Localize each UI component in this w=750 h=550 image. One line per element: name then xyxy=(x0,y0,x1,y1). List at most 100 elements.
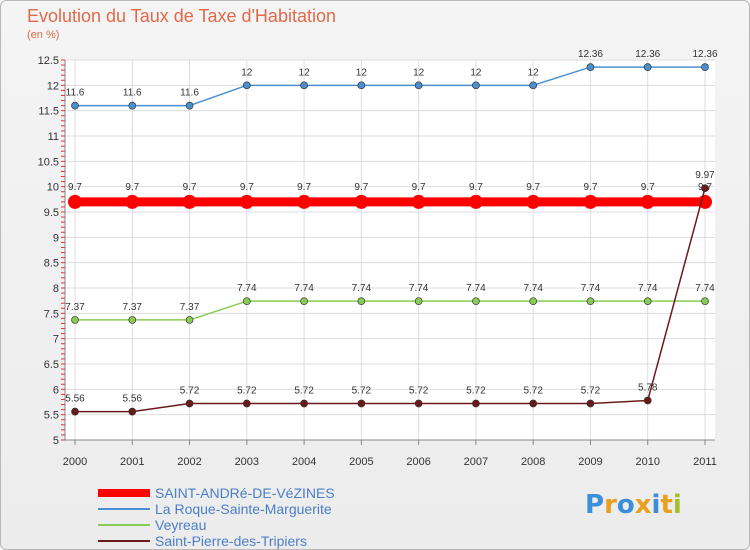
data-point xyxy=(182,194,197,209)
logo-letter: o xyxy=(616,490,635,520)
y-tick-label: 7 xyxy=(53,334,59,346)
data-label: 7.74 xyxy=(523,283,543,294)
data-point xyxy=(128,101,137,110)
data-label: 9.7 xyxy=(183,182,197,193)
data-point xyxy=(128,316,137,324)
y-tick-label: 10.5 xyxy=(38,156,59,168)
data-label: 7.37 xyxy=(180,302,200,313)
y-tick-label: 6 xyxy=(53,384,59,396)
data-point xyxy=(128,407,137,416)
data-point xyxy=(185,316,194,324)
data-label: 12 xyxy=(241,67,253,78)
data-point xyxy=(68,194,82,209)
data-label: 7.37 xyxy=(123,302,143,313)
data-label: 12 xyxy=(299,67,311,78)
y-tick-label: 8.5 xyxy=(44,258,59,270)
data-label: 7.74 xyxy=(294,283,314,294)
data-label: 9.7 xyxy=(469,182,483,193)
data-point xyxy=(529,399,538,408)
data-point xyxy=(529,297,538,306)
data-point xyxy=(472,399,480,408)
y-tick-label: 11 xyxy=(48,131,59,143)
y-axis-unit: (en %) xyxy=(27,29,60,41)
data-label: 12 xyxy=(470,67,482,78)
x-tick-label: 2010 xyxy=(635,456,659,468)
data-point xyxy=(643,63,652,71)
logo-letter: P xyxy=(585,490,605,520)
y-tick-label: 6.5 xyxy=(44,359,59,371)
data-label: 7.74 xyxy=(638,283,658,294)
x-tick-label: 2006 xyxy=(406,456,430,468)
data-point xyxy=(414,399,423,408)
data-label: 5.72 xyxy=(466,386,486,397)
data-label: 5.72 xyxy=(352,386,372,397)
data-label: 11.6 xyxy=(123,88,142,99)
data-point xyxy=(472,297,480,306)
logo-letter: x xyxy=(634,490,652,520)
y-tick-label: 10 xyxy=(47,182,59,194)
data-point xyxy=(125,194,140,209)
legend-label: SAINT-ANDRé-DE-VéZINES xyxy=(155,485,335,501)
data-label: 7.74 xyxy=(695,283,715,294)
data-point xyxy=(529,81,538,90)
data-label: 12.36 xyxy=(692,49,717,60)
proxiti-logo: Proxiti xyxy=(585,490,682,520)
data-point xyxy=(300,399,308,408)
data-label: 5.56 xyxy=(123,394,143,405)
data-point xyxy=(586,399,595,408)
data-label: 5.72 xyxy=(581,386,601,397)
x-tick-label: 2001 xyxy=(120,456,144,468)
data-label: 5.72 xyxy=(294,386,314,397)
data-point xyxy=(583,194,598,209)
data-point xyxy=(300,297,308,306)
data-point xyxy=(357,81,366,90)
data-point xyxy=(468,194,483,209)
data-point xyxy=(357,297,366,306)
data-label: 9.7 xyxy=(584,182,598,193)
data-label: 12.36 xyxy=(635,49,660,60)
x-tick-label: 2008 xyxy=(521,456,545,468)
data-point xyxy=(701,184,709,193)
series-line xyxy=(75,300,705,321)
data-point xyxy=(185,399,194,408)
plot-area xyxy=(65,60,715,440)
y-tick-label: 5 xyxy=(53,435,59,447)
data-point xyxy=(239,194,254,209)
data-label: 9.7 xyxy=(354,182,368,193)
x-tick-label: 2004 xyxy=(292,456,316,468)
data-point xyxy=(701,297,709,306)
data-label: 9.7 xyxy=(125,182,139,193)
data-point xyxy=(297,194,312,209)
data-label: 11.6 xyxy=(180,88,199,99)
x-tick-label: 2011 xyxy=(693,456,717,468)
data-point xyxy=(185,101,194,110)
data-label: 5.72 xyxy=(523,386,543,397)
y-tick-label: 9.5 xyxy=(44,207,59,219)
data-point xyxy=(242,399,251,408)
y-tick-label: 12.5 xyxy=(38,55,59,67)
y-tick-label: 11.5 xyxy=(38,106,59,118)
data-point xyxy=(71,101,79,110)
data-label: 9.7 xyxy=(68,182,82,193)
data-label: 12.36 xyxy=(578,49,603,60)
legend-label: Saint-Pierre-des-Tripiers xyxy=(155,533,307,549)
data-point xyxy=(354,194,369,209)
data-point xyxy=(242,81,251,90)
data-point xyxy=(586,297,595,306)
data-label: 9.7 xyxy=(240,182,254,193)
y-tick-label: 7.5 xyxy=(44,308,59,320)
data-label: 5.78 xyxy=(638,382,658,393)
y-tick-label: 12 xyxy=(47,80,59,92)
logo-letter: i xyxy=(651,490,661,520)
data-point xyxy=(414,297,423,306)
y-tick-label: 8 xyxy=(53,283,59,295)
data-label: 9.7 xyxy=(641,182,655,193)
chart-title: Evolution du Taux de Taxe d'Habitation xyxy=(27,6,336,26)
data-point xyxy=(357,399,366,408)
data-point xyxy=(526,194,541,209)
data-label: 7.74 xyxy=(466,283,486,294)
data-point xyxy=(643,396,652,405)
y-tick-label: 5.5 xyxy=(44,410,59,422)
data-label: 12 xyxy=(356,67,368,78)
